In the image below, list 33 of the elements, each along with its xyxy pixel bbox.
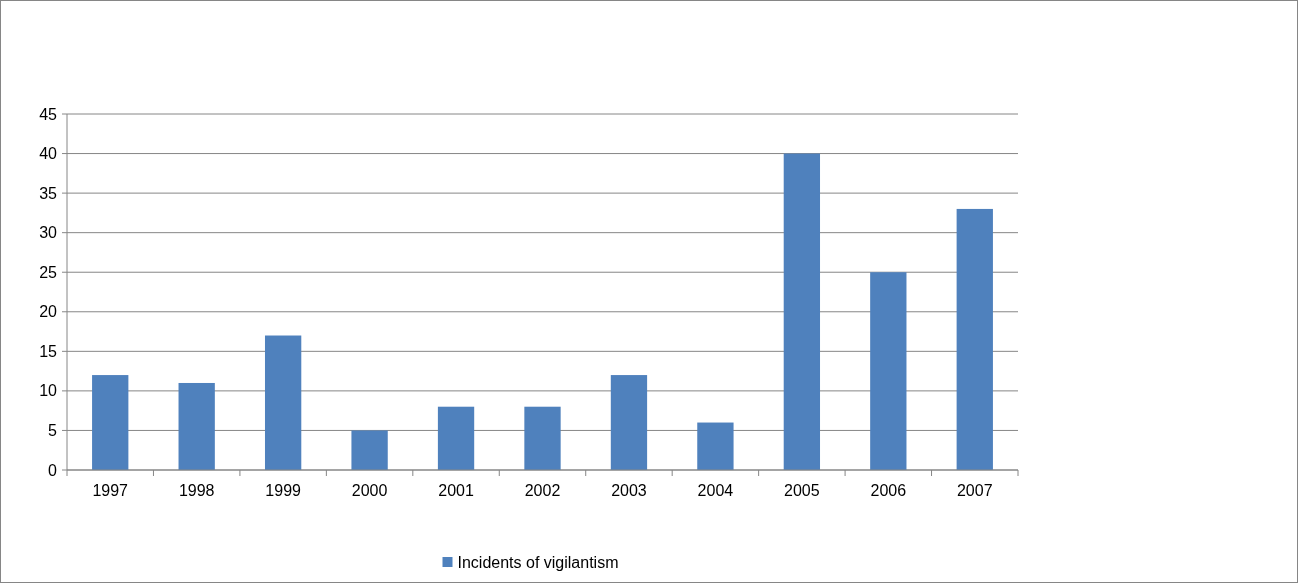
x-tick-label: 2005 [784, 482, 820, 499]
bar [870, 272, 907, 470]
y-tick-label: 30 [39, 224, 58, 242]
y-tick-label: 0 [48, 461, 58, 479]
bar [351, 430, 388, 470]
x-tick-label: 2003 [611, 482, 647, 499]
y-tick-label: 5 [48, 422, 58, 440]
x-tick-label: 1997 [92, 482, 129, 499]
x-tick-label: 2006 [870, 482, 907, 499]
bar [264, 335, 302, 470]
legend-label: Incidents of vigilantism [457, 553, 619, 571]
x-tick-label: 1999 [265, 482, 302, 499]
y-tick-label: 35 [39, 184, 58, 202]
y-tick-label: 20 [39, 303, 58, 321]
bar [783, 153, 821, 470]
y-tick-label: 40 [39, 145, 58, 163]
x-tick-label: 2004 [697, 482, 734, 499]
bar [697, 422, 734, 470]
y-tick-label: 25 [39, 263, 58, 281]
x-tick-label: 2000 [351, 482, 388, 499]
x-tick-label: 2007 [956, 482, 993, 499]
x-tick-label: 2002 [524, 482, 561, 499]
bar [178, 382, 215, 470]
bar [524, 406, 561, 470]
bar [92, 375, 129, 470]
bar [437, 406, 475, 470]
x-tick-label: 2001 [438, 482, 474, 499]
bar [610, 375, 648, 470]
x-tick-label: 1998 [178, 482, 215, 499]
y-tick-label: 10 [39, 382, 58, 400]
y-tick-label: 15 [39, 342, 58, 360]
bar [956, 208, 993, 470]
y-tick-label: 45 [39, 105, 58, 123]
